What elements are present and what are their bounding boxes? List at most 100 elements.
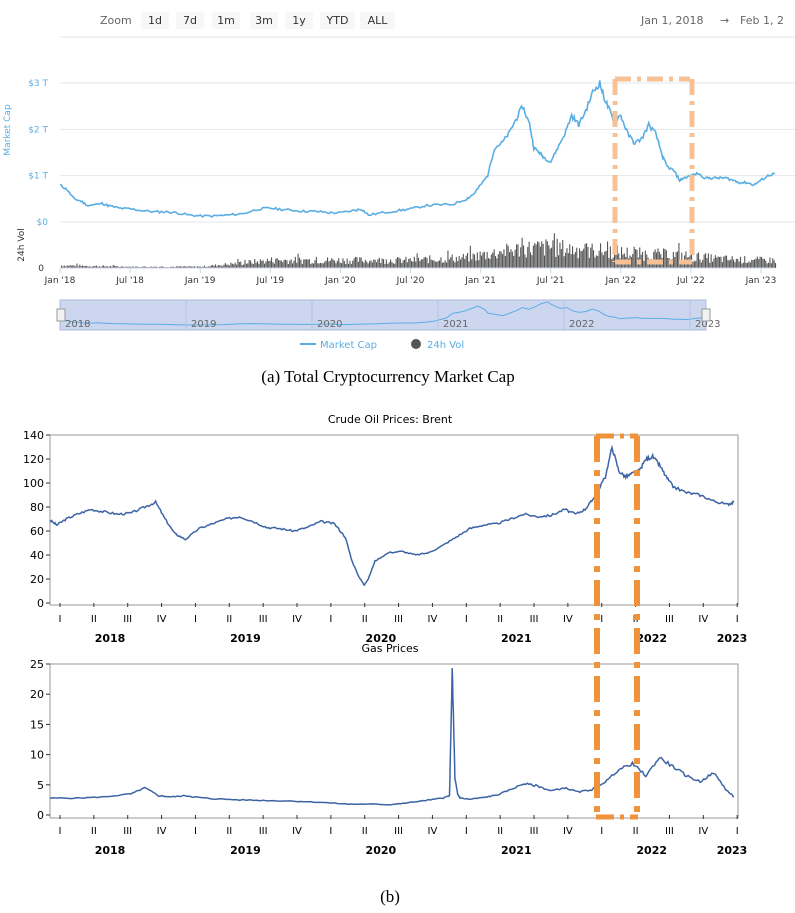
vol-bar — [640, 254, 642, 268]
zoom-button-3m[interactable] — [250, 12, 278, 29]
date-range-from[interactable]: Jan 1, 2018 — [640, 14, 703, 27]
vol-bar — [278, 260, 280, 268]
vol-bar — [601, 252, 603, 268]
vol-bar — [360, 257, 362, 268]
vol-bar — [448, 259, 450, 268]
vol-bar — [700, 262, 702, 268]
vol-bar — [626, 247, 628, 268]
x-tick-label: Jan '23 — [745, 276, 777, 286]
vol-bar — [632, 254, 634, 268]
zoom-button-7d[interactable] — [176, 12, 204, 29]
vol-bar — [314, 260, 316, 268]
vol-bar — [352, 260, 354, 268]
y-tick-label: 15 — [30, 718, 44, 731]
navigator-left-handle[interactable] — [56, 308, 66, 322]
navigator[interactable]: 2018 2019 2020 2021 2022 2023 — [56, 299, 720, 331]
navigator-range[interactable] — [59, 299, 707, 331]
vol-bar — [93, 266, 95, 268]
legend-market-cap[interactable]: Market Cap — [320, 340, 377, 351]
vol-bar — [551, 247, 553, 268]
commodity-prices-charts: Crude Oil Prices: Brent 0204060801001201… — [23, 413, 747, 906]
zoom-button-ytd[interactable] — [320, 12, 355, 29]
y-tick-label: 20 — [30, 688, 44, 701]
vol-bar — [126, 266, 128, 268]
vol-bar — [405, 256, 407, 268]
vol-bar — [544, 255, 546, 268]
quarter-tick-label: IV — [428, 614, 438, 625]
vol-bar — [387, 263, 389, 268]
vol-bar — [560, 249, 562, 268]
vol-bar — [461, 257, 463, 268]
vol-bar — [720, 256, 722, 268]
vol-bar — [279, 260, 281, 268]
vol-bar — [553, 233, 555, 268]
legend-vol[interactable]: 24h Vol — [427, 340, 464, 351]
quarter-tick-label: I — [59, 614, 62, 625]
zoom-button-all[interactable] — [360, 12, 395, 29]
vol-bar — [362, 261, 364, 268]
zoom-button-label: YTD — [326, 14, 349, 27]
zoom-button-1m[interactable] — [212, 12, 240, 29]
vol-bar — [272, 262, 274, 268]
vol-bar — [86, 265, 88, 268]
vol-bar — [161, 266, 163, 268]
vol-bar — [510, 249, 512, 268]
vol-bar — [595, 255, 597, 268]
vol-bar — [696, 253, 698, 268]
vol-bar — [94, 265, 96, 268]
vol-bar — [374, 259, 376, 268]
vol-bar — [199, 266, 201, 268]
x-tick-label: Jul '22 — [676, 276, 705, 286]
vol-bar — [439, 260, 441, 268]
vol-bar — [444, 260, 446, 268]
vol-bar — [82, 265, 84, 268]
vol-bar — [586, 243, 588, 268]
vol-bar — [191, 266, 193, 268]
vol-bar — [665, 250, 667, 268]
y-tick-label: 60 — [30, 525, 44, 538]
vol-bar — [549, 248, 551, 268]
vol-bar — [170, 266, 172, 268]
date-range-to[interactable]: Feb 1, 2 — [740, 14, 784, 27]
vol-bar — [481, 255, 483, 268]
vol-bar — [376, 262, 378, 268]
zoom-button-1y[interactable] — [285, 12, 313, 29]
vol-bar — [535, 244, 537, 268]
quarter-tick-label: IV — [698, 614, 708, 625]
vol-bar — [380, 263, 382, 268]
zoom-button-1d[interactable] — [141, 12, 169, 29]
quarter-tick-label: IV — [157, 614, 167, 625]
oil-chart-title: Crude Oil Prices: Brent — [328, 413, 453, 426]
zoom-label: Zoom — [100, 14, 132, 27]
navigator-series-line — [59, 301, 707, 326]
vol-bar — [296, 262, 298, 268]
vol-bar — [107, 266, 109, 268]
vol-bar — [678, 243, 680, 268]
vol-bar — [153, 266, 155, 268]
vol-bar — [341, 263, 343, 268]
vol-bar — [252, 264, 254, 268]
quarter-tick-label: I — [59, 826, 62, 837]
vol-bar — [567, 253, 569, 268]
vol-bar — [482, 252, 484, 268]
vol-bar — [409, 258, 411, 268]
vol-bar — [324, 261, 326, 268]
vol-bar — [611, 259, 613, 268]
vol-bar — [511, 251, 513, 268]
vol-bar — [325, 260, 327, 268]
vol-bar — [552, 240, 554, 268]
vol-bar — [447, 250, 449, 268]
vol-bar — [698, 252, 700, 268]
vol-bar — [534, 243, 536, 268]
year-label: 2021 — [501, 632, 532, 645]
navigator-right-handle[interactable] — [701, 308, 711, 322]
vol-bar — [398, 257, 400, 268]
vol-bar — [217, 265, 219, 268]
vol-bar — [770, 263, 772, 268]
vol-bar — [335, 263, 337, 268]
vol-bar — [402, 260, 404, 268]
vol-bar — [80, 266, 82, 268]
vol-bar — [614, 249, 616, 268]
vol-bar — [129, 266, 131, 268]
vol-bar — [283, 259, 285, 268]
